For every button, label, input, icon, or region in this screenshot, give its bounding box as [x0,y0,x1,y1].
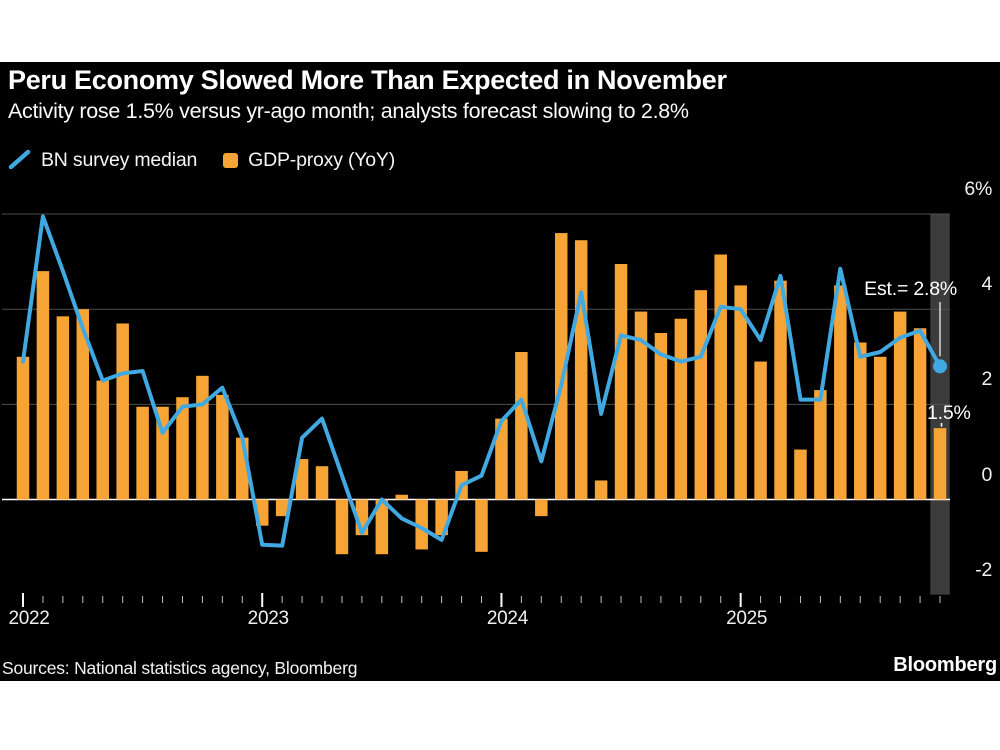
bar [714,254,727,500]
legend-label-bar: GDP-proxy (YoY) [248,148,396,171]
bar [176,397,189,500]
y-axis-label: 6% [964,178,992,201]
x-axis-year-label: 2025 [726,608,768,629]
bar [893,311,907,500]
chart-subtitle: Activity rose 1.5% versus yr-ago month; … [8,99,689,123]
bar [495,418,508,500]
bloomberg-logo: Bloomberg [893,654,997,676]
legend-label-line: BN survey median [41,148,198,171]
estimate-annotation: Est.= 2.8% [864,278,957,300]
bar [594,480,608,500]
bar [415,499,428,550]
bar [754,361,767,500]
bar [574,240,588,500]
bar [16,356,30,500]
bar [515,352,528,500]
bar [814,390,827,500]
x-axis-year-label: 2024 [486,608,528,629]
bar [275,499,289,517]
x-axis-year-label: 2022 [8,608,50,629]
bar [36,271,50,500]
bar [654,332,668,500]
gdp-proxy-chart [2,213,950,607]
bar [475,499,488,552]
bar [694,290,708,500]
y-axis-label: -2 [975,558,992,581]
bar [614,264,628,500]
bar [196,375,209,500]
bar [674,318,688,500]
bar [554,233,568,500]
end-point-dot [933,359,948,374]
bar [794,449,807,500]
y-axis-label: 2 [981,368,992,391]
y-axis-label: 0 [981,463,992,486]
survey-median-line [21,214,942,548]
bar [873,356,887,500]
chart-card: Peru Economy Slowed More Than Expected i… [0,62,1000,681]
bar [535,499,548,517]
bar [295,459,309,500]
y-axis-label: 4 [981,273,992,296]
bar [116,323,129,500]
bar-series-swatch-icon [223,152,239,168]
bar [634,311,648,500]
bar [774,280,787,500]
bar [76,309,90,500]
latest-value-annotation: 1.5% [927,402,971,424]
sources-text: Sources: National statistics agency, Blo… [2,658,358,678]
bar [216,394,229,500]
bar [834,285,847,500]
bar [395,494,409,500]
line-series-swatch-icon [8,149,32,171]
bar [734,285,747,500]
bar [136,406,149,500]
bar [56,316,70,500]
bar [913,328,927,500]
page-title: Peru Economy Slowed More Than Expected i… [8,65,727,95]
bar [375,499,389,555]
bar [854,342,867,500]
x-axis-year-label: 2023 [247,608,289,629]
bar [933,428,947,500]
bar [96,380,109,500]
bar [335,499,349,555]
chart-legend: BN survey median GDP-proxy (YoY) [8,147,395,173]
bar [315,466,329,500]
